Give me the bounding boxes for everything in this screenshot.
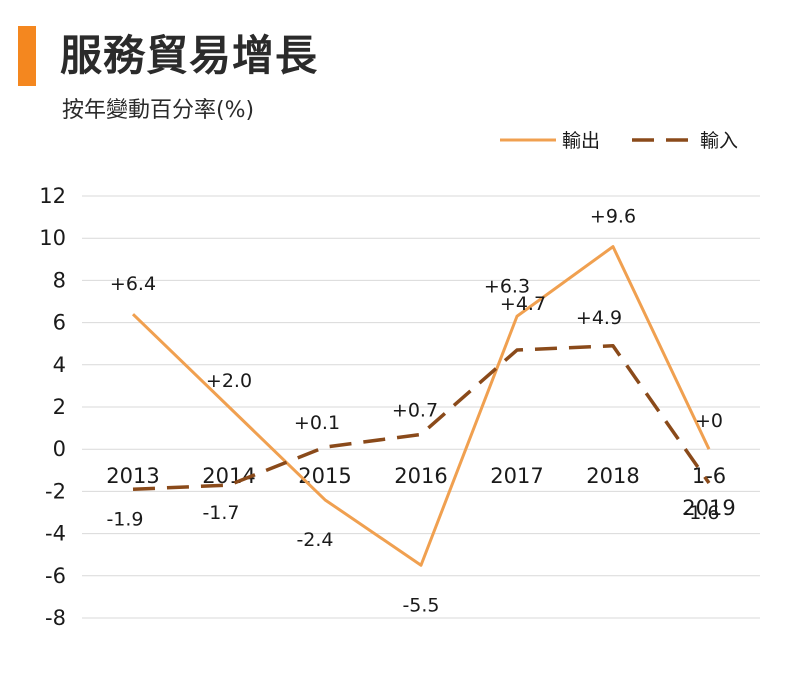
y-tick-label: 8 bbox=[53, 268, 66, 292]
chart-title: 服務貿易增長 bbox=[60, 31, 319, 80]
y-tick-label: -4 bbox=[45, 522, 66, 546]
title-accent-bar bbox=[18, 26, 36, 86]
x-tick-label: 2015 bbox=[298, 464, 351, 488]
series-line-import bbox=[132, 344, 711, 492]
y-axis-ticks: 12 10 8 6 4 2 0 -2 -4 -6 -8 bbox=[39, 184, 66, 630]
data-label: -1.9 bbox=[106, 508, 143, 530]
y-tick-label: -6 bbox=[45, 564, 66, 588]
data-label: -1.6 bbox=[682, 502, 719, 524]
x-tick-label: 1-6 bbox=[692, 464, 726, 488]
y-tick-label: -2 bbox=[45, 479, 66, 503]
data-label: +0.7 bbox=[392, 399, 438, 421]
x-tick-label: 2016 bbox=[394, 464, 447, 488]
data-label: +6.3 bbox=[484, 275, 530, 297]
y-tick-label: 12 bbox=[39, 184, 66, 208]
x-tick-label: 2018 bbox=[586, 464, 639, 488]
y-tick-label: 4 bbox=[53, 353, 66, 377]
chart-subtitle: 按年變動百分率(%) bbox=[62, 98, 255, 123]
series-lines bbox=[131, 245, 711, 567]
x-tick-label: 2019 bbox=[682, 496, 735, 520]
gridlines bbox=[82, 195, 760, 619]
data-label: +9.6 bbox=[590, 206, 636, 228]
data-label: -5.5 bbox=[402, 594, 439, 616]
y-tick-label: 6 bbox=[53, 311, 66, 335]
data-labels: +6.4 +2.0 -2.4 -5.5 +6.3 +9.6 +0 -1.9 -1.7 +0.1 +0… bbox=[106, 206, 723, 617]
legend-label-import: 輸入 bbox=[700, 130, 738, 152]
data-label: +0.1 bbox=[294, 412, 340, 434]
data-label: +4.7 bbox=[500, 293, 546, 315]
legend: 輸出 輸入 bbox=[500, 130, 738, 152]
data-label: -2.4 bbox=[296, 529, 333, 551]
data-label: +0 bbox=[695, 410, 723, 432]
x-tick-label: 2017 bbox=[490, 464, 543, 488]
data-label: +2.0 bbox=[206, 370, 252, 392]
data-label: -1.7 bbox=[202, 502, 239, 524]
x-tick-label: 2013 bbox=[106, 464, 159, 488]
y-tick-label: -8 bbox=[45, 606, 66, 630]
series-line-export bbox=[131, 245, 711, 567]
data-label: +4.9 bbox=[576, 307, 622, 329]
y-tick-label: 0 bbox=[53, 437, 66, 461]
legend-label-export: 輸出 bbox=[562, 130, 600, 152]
y-tick-label: 10 bbox=[39, 226, 66, 250]
data-label: +6.4 bbox=[110, 273, 156, 295]
y-tick-label: 2 bbox=[53, 395, 66, 419]
